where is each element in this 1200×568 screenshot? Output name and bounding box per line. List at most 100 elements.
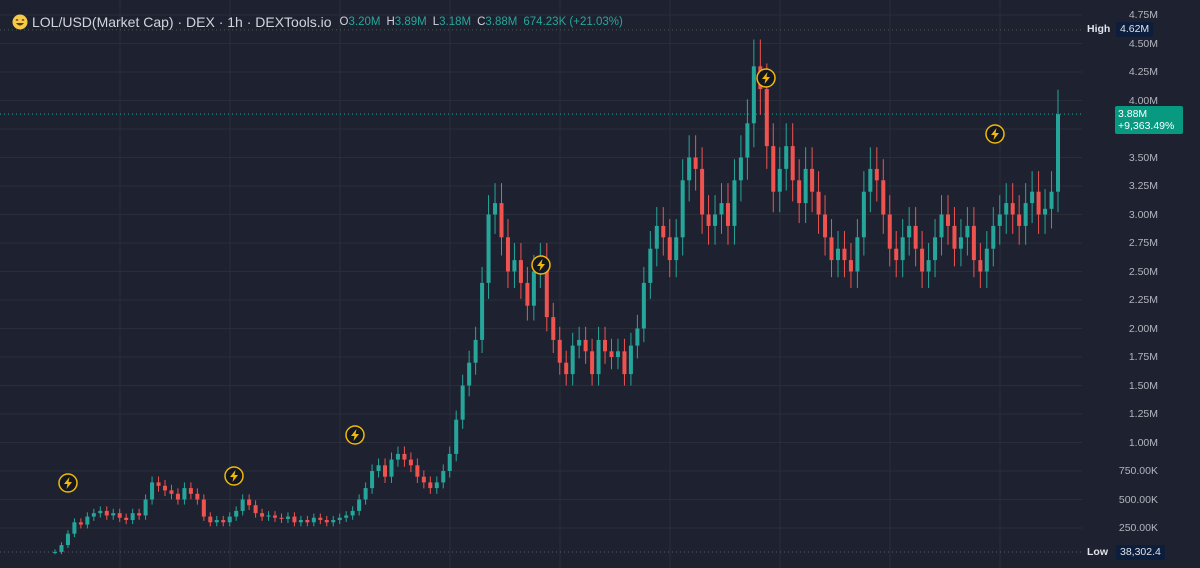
candle-body [583,339,588,352]
candle-body [803,168,808,204]
candle-body [395,453,400,460]
candle-body [894,248,899,261]
price-axis-tick: 750.00K [1118,465,1158,477]
candle-body [285,516,290,519]
candle-body [816,191,821,215]
candle-body [104,510,109,516]
candle-body [305,520,310,523]
candle-body [693,157,698,169]
last-price-value: 3.88M [1118,108,1148,120]
candle-body [480,282,485,340]
candle-body [603,339,608,352]
candle-body [415,465,420,477]
candle-body [706,214,711,226]
high-value: 3.89M [394,16,427,28]
candle-body [266,515,271,517]
high-label: H [386,16,395,28]
high-marker-label: High [1083,22,1115,37]
price-axis-tick: 1.00M [1128,436,1158,449]
candle-body [920,248,925,272]
candle-body [505,237,510,272]
close-value: 3.88M [485,16,518,28]
candle-body [661,225,666,238]
price-axis-tick: 2.75M [1128,237,1158,249]
candle-body [1030,191,1035,204]
candle-body [958,237,963,249]
chart-legend: LOL/USD(Market Cap) · DEX · 1h · DEXTool… [12,12,623,32]
candle-body [725,203,730,226]
candle-body [667,237,672,261]
lightning-bolt-icon[interactable] [531,255,551,275]
lightning-bolt-icon[interactable] [58,473,78,493]
candle-body [1036,191,1041,215]
candle-body [531,271,536,306]
lightning-bolt-icon[interactable] [985,124,1005,144]
price-axis-tick: 3.50M [1128,151,1158,164]
candle-body [700,168,705,215]
candle-body [512,260,517,272]
candle-body [324,520,329,523]
change-value: 674.23K (+21.03%) [523,16,623,28]
candle-body [732,180,737,226]
candle-body [434,482,439,489]
open-value: 3.20M [348,16,381,28]
candle-body [52,551,58,553]
candle-body [201,499,206,517]
candle-body [654,225,659,249]
candle-body [59,545,64,552]
candle-body [687,157,692,181]
candle-body [182,488,187,500]
candle-body [784,146,789,169]
candle-body [518,260,523,283]
candle-body [777,168,782,192]
candle-body [991,225,996,249]
candle-body [1043,208,1048,215]
low-value: 3.18M [439,16,472,28]
candle-body [1017,214,1022,226]
candle-body [292,516,297,523]
ohlc-values: O3.20M H3.89M L3.18M C3.88M 674.23K (+21… [340,16,623,28]
price-axis-tick: 3.25M [1128,180,1158,192]
candle-body [357,499,362,511]
candle-body [143,499,148,516]
low-marker-value: 38,302.4 [1116,545,1165,560]
candle-body [848,260,853,272]
candle-body [945,214,950,226]
candle-body [421,476,426,483]
price-axis-tick: 1.75M [1128,351,1158,363]
candle-body [85,516,90,525]
candle-body [234,510,239,517]
lightning-bolt-icon[interactable] [224,466,244,486]
candle-body [609,351,614,357]
candle-body [467,362,472,386]
candle-body [551,317,556,340]
candle-body [188,488,193,494]
candle-body [615,351,620,357]
candle-body [91,513,96,517]
candle-body [978,260,983,272]
candle-body [1010,203,1015,215]
candle-body [156,482,161,486]
open-label: O [339,16,349,28]
candle-body [383,465,388,477]
candle-body [72,522,77,534]
candle-body [402,453,407,460]
candle-body [253,505,258,514]
last-price-change: +9,363.49% [1118,120,1175,132]
candle-body [98,510,103,514]
candle-body [622,351,627,375]
candle-body [363,488,368,500]
candle-body [952,225,957,249]
candle-body [337,517,342,521]
lightning-bolt-icon[interactable] [345,425,365,445]
candle-body [764,89,769,147]
candle-body [65,533,70,546]
lightning-bolt-icon[interactable] [756,68,776,88]
candle-body [564,362,569,375]
price-axis-tick: 1.50M [1128,379,1158,392]
candle-body [1023,203,1028,226]
price-axis-tick: 1.25M [1128,408,1158,420]
candle-body [279,517,284,519]
candle-body [227,516,232,523]
